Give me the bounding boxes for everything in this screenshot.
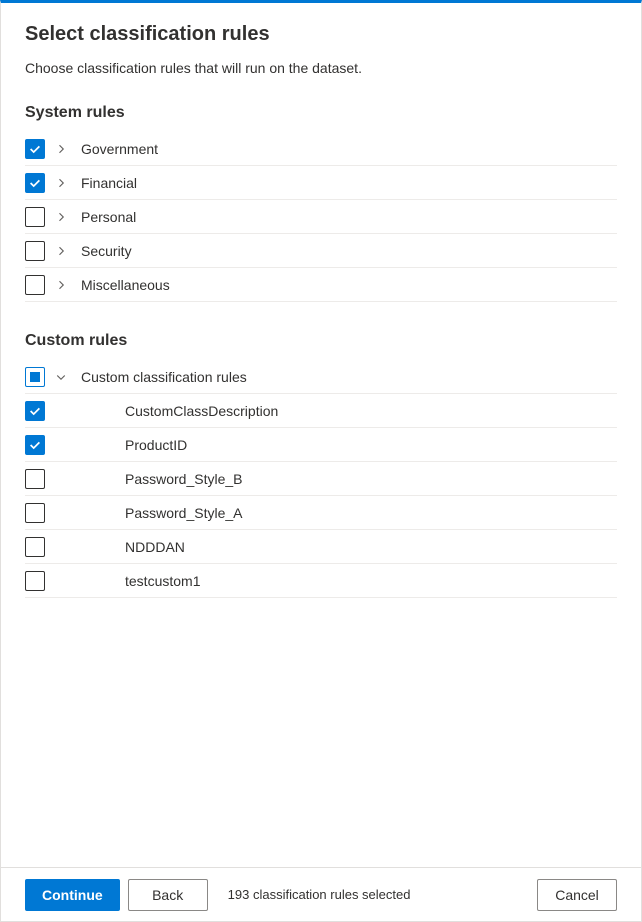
system-rule-label: Financial xyxy=(77,175,137,191)
page-title: Select classification rules xyxy=(25,23,617,46)
system-rules-list: Government Financial Personal Security Misce… xyxy=(25,132,617,302)
system-rule-label: Personal xyxy=(77,209,136,225)
chevron-right-icon xyxy=(55,177,67,189)
chevron-right-icon xyxy=(55,143,67,155)
chevron-down-icon xyxy=(55,371,67,383)
system-rule-label: Government xyxy=(77,141,158,157)
system-rule-row: Personal xyxy=(25,200,617,234)
custom-rule-row: NDDDAN xyxy=(25,530,617,564)
system-rule-label: Miscellaneous xyxy=(77,277,170,293)
custom-rule-checkbox[interactable] xyxy=(25,469,45,489)
custom-rule-label: ProductID xyxy=(77,437,187,453)
chevron-right-icon xyxy=(55,279,67,291)
system-rule-expand[interactable] xyxy=(45,143,77,155)
custom-rule-checkbox[interactable] xyxy=(25,571,45,591)
system-rule-row: Financial xyxy=(25,166,617,200)
system-rule-checkbox[interactable] xyxy=(25,207,45,227)
custom-rule-label: Password_Style_B xyxy=(77,471,243,487)
custom-rule-row: CustomClassDescription xyxy=(25,394,617,428)
system-rules-heading: System rules xyxy=(25,104,617,122)
system-rule-expand[interactable] xyxy=(45,177,77,189)
page-subtitle: Choose classification rules that will ru… xyxy=(25,60,617,76)
system-rule-row: Government xyxy=(25,132,617,166)
system-rule-expand[interactable] xyxy=(45,279,77,291)
custom-group-label: Custom classification rules xyxy=(77,369,247,385)
custom-rule-row: ProductID xyxy=(25,428,617,462)
custom-group-checkbox[interactable] xyxy=(25,367,45,387)
custom-group-expand[interactable] xyxy=(45,371,77,383)
cancel-button[interactable]: Cancel xyxy=(537,879,617,911)
custom-rule-label: testcustom1 xyxy=(77,573,200,589)
system-rule-label: Security xyxy=(77,243,132,259)
system-rule-expand[interactable] xyxy=(45,245,77,257)
custom-rule-checkbox[interactable] xyxy=(25,401,45,421)
custom-rule-label: Password_Style_A xyxy=(77,505,243,521)
custom-group-row: Custom classification rules xyxy=(25,360,617,394)
chevron-right-icon xyxy=(55,211,67,223)
system-rule-row: Miscellaneous xyxy=(25,268,617,302)
custom-rule-checkbox[interactable] xyxy=(25,503,45,523)
back-button[interactable]: Back xyxy=(128,879,208,911)
system-rule-checkbox[interactable] xyxy=(25,275,45,295)
continue-button[interactable]: Continue xyxy=(25,879,120,911)
custom-rule-row: Password_Style_B xyxy=(25,462,617,496)
custom-rule-label: NDDDAN xyxy=(77,539,185,555)
checkmark-icon xyxy=(28,176,42,190)
system-rule-row: Security xyxy=(25,234,617,268)
custom-rule-checkbox[interactable] xyxy=(25,435,45,455)
chevron-right-icon xyxy=(55,245,67,257)
selection-status: 193 classification rules selected xyxy=(228,887,411,902)
system-rule-expand[interactable] xyxy=(45,211,77,223)
system-rule-checkbox[interactable] xyxy=(25,173,45,193)
custom-rules-heading: Custom rules xyxy=(25,332,617,350)
footer-bar: Continue Back 193 classification rules s… xyxy=(1,867,641,921)
checkmark-icon xyxy=(28,404,42,418)
checkmark-icon xyxy=(28,438,42,452)
custom-rule-row: testcustom1 xyxy=(25,564,617,598)
checkmark-icon xyxy=(28,142,42,156)
system-rule-checkbox[interactable] xyxy=(25,241,45,261)
custom-rule-row: Password_Style_A xyxy=(25,496,617,530)
custom-rules-list: Custom classification rules CustomClassDe… xyxy=(25,360,617,598)
custom-rule-checkbox[interactable] xyxy=(25,537,45,557)
system-rule-checkbox[interactable] xyxy=(25,139,45,159)
custom-rule-label: CustomClassDescription xyxy=(77,403,278,419)
